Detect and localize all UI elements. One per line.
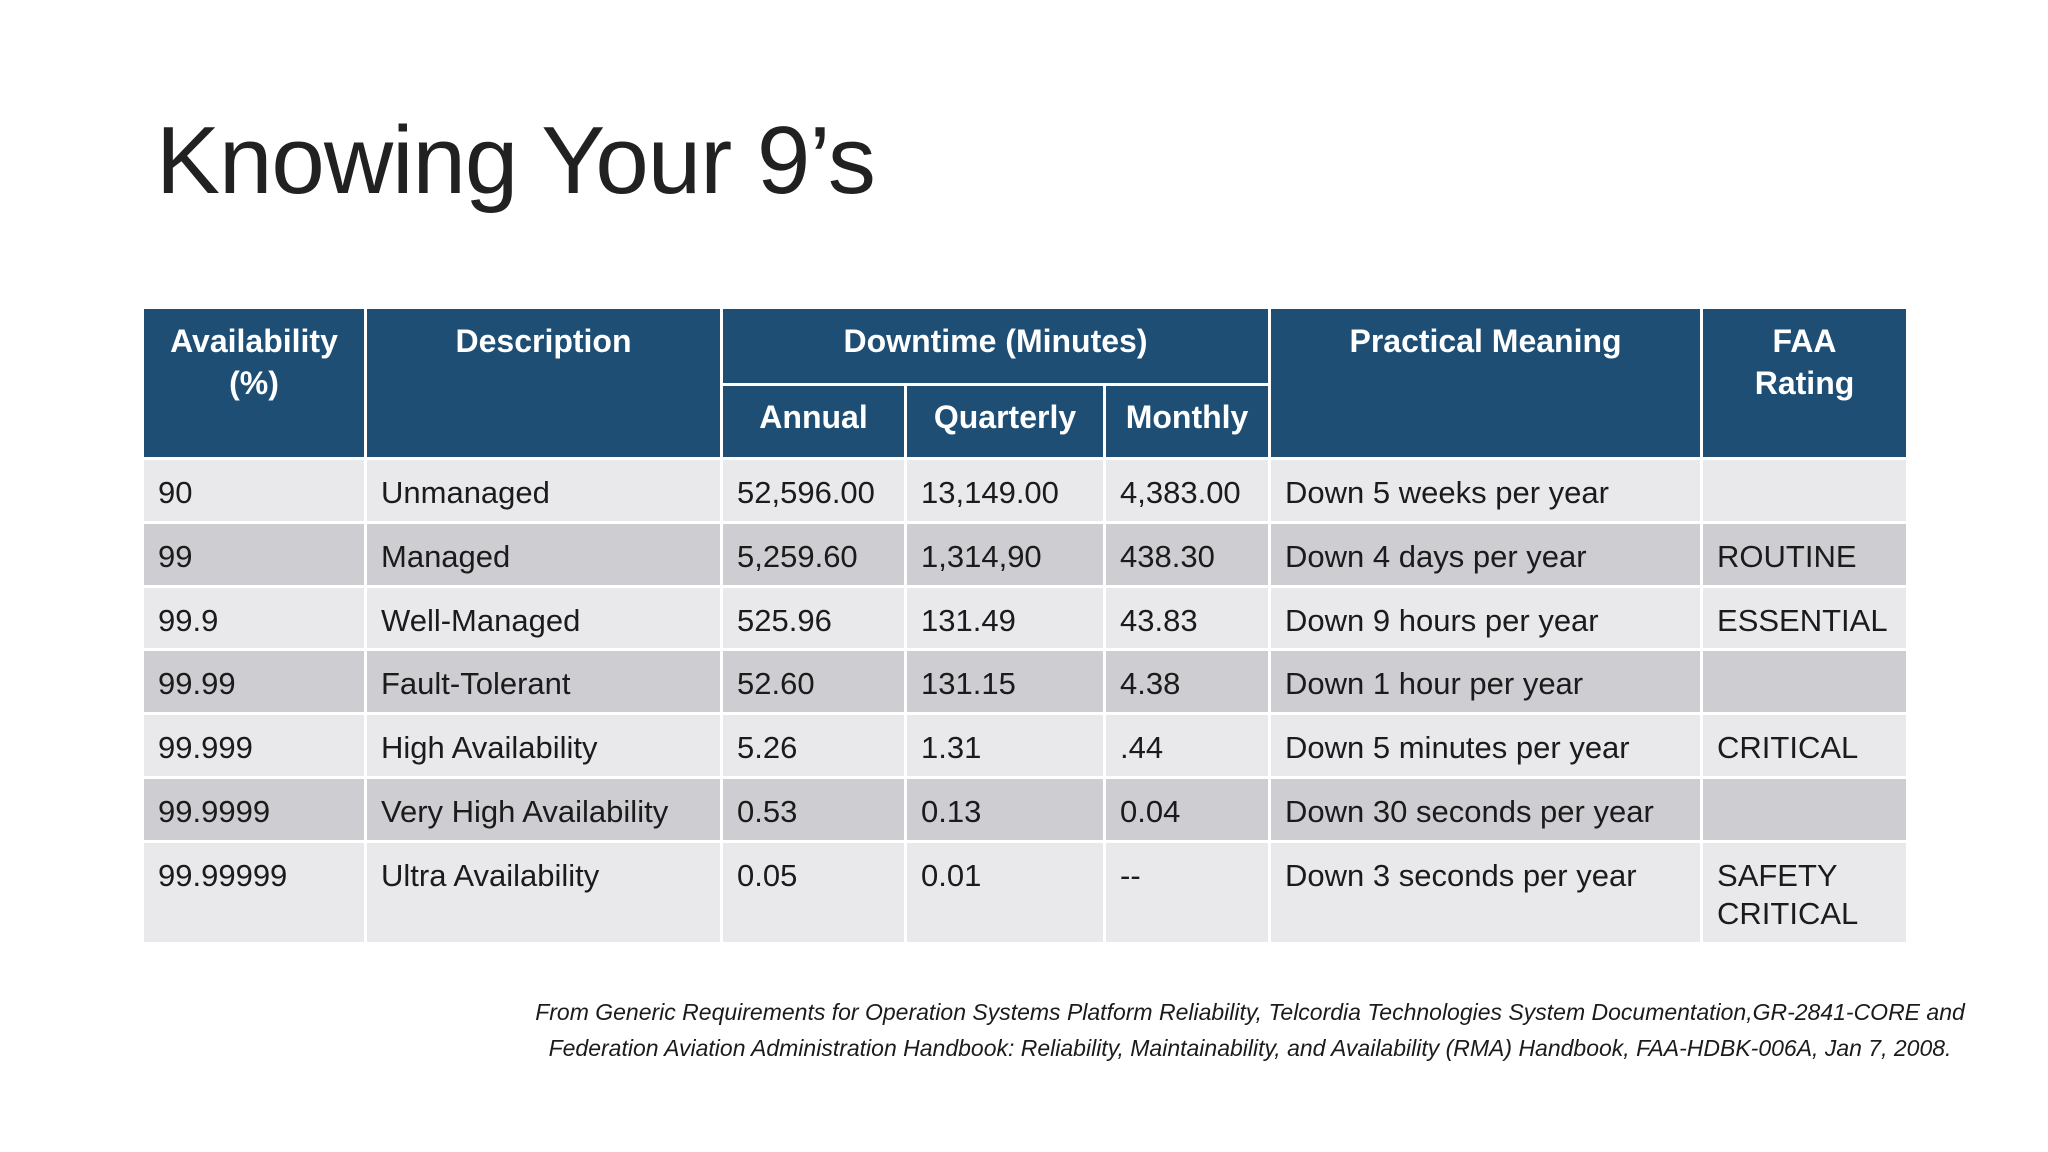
cell-annual: 52,596.00 xyxy=(720,457,907,524)
table-row: 99.9999 Very High Availability 0.53 0.13 0.0… xyxy=(141,775,1910,843)
header-monthly: Monthly xyxy=(1102,383,1272,460)
cell-annual: 5.26 xyxy=(720,712,907,779)
cell-practical: Down 4 days per year xyxy=(1268,520,1704,588)
header-description: Description xyxy=(364,306,723,460)
cell-monthly: 0.04 xyxy=(1102,775,1272,843)
citation-line-1: From Generic Requirements for Operation … xyxy=(535,999,1965,1025)
cell-practical: Down 30 seconds per year xyxy=(1268,775,1704,843)
cell-faa xyxy=(1700,457,1910,524)
cell-annual: 525.96 xyxy=(720,584,907,652)
cell-description: Unmanaged xyxy=(364,457,723,524)
table-body: 90 Unmanaged 52,596.00 13,149.00 4,383.00 Dow… xyxy=(141,457,1910,945)
cell-description: Very High Availability xyxy=(364,775,723,843)
cell-faa: SAFETY CRITICAL xyxy=(1700,839,1910,945)
cell-monthly: .44 xyxy=(1102,712,1272,779)
availability-table: Availability (%) Description Downtime (M… xyxy=(141,306,1910,945)
cell-practical: Down 9 hours per year xyxy=(1268,584,1704,652)
table-row: 90 Unmanaged 52,596.00 13,149.00 4,383.00 Dow… xyxy=(141,457,1910,524)
cell-practical: Down 5 minutes per year xyxy=(1268,712,1704,779)
source-citation: From Generic Requirements for Operation … xyxy=(455,995,2045,1066)
cell-annual: 0.05 xyxy=(720,839,907,945)
cell-monthly: 4.38 xyxy=(1102,648,1272,715)
header-practical-meaning: Practical Meaning xyxy=(1268,306,1704,460)
table-row: 99.999 High Availability 5.26 1.31.44 Down 5… xyxy=(141,712,1910,779)
availability-table-container: Availability (%) Description Downtime (M… xyxy=(141,306,1910,945)
table-row: 99 Managed 5,259.60 1,314,90 438.30 Down 4 da… xyxy=(141,520,1910,588)
cell-description: Ultra Availability xyxy=(364,839,723,945)
cell-availability: 90 xyxy=(141,457,367,524)
cell-quarterly: 0.13 xyxy=(904,775,1106,843)
cell-faa: CRITICAL xyxy=(1700,712,1910,779)
cell-practical: Down 5 weeks per year xyxy=(1268,457,1704,524)
cell-availability: 99 xyxy=(141,520,367,588)
header-annual: Annual xyxy=(720,383,907,460)
header-availability: Availability (%) xyxy=(141,306,367,460)
header-quarterly: Quarterly xyxy=(904,383,1106,460)
cell-description: Well-Managed xyxy=(364,584,723,652)
header-downtime-group: Downtime (Minutes) xyxy=(719,306,1272,386)
cell-monthly: 43.83 xyxy=(1102,584,1272,652)
cell-faa: ESSENTIAL xyxy=(1700,584,1910,652)
cell-quarterly: 131.49 xyxy=(904,584,1106,652)
cell-availability: 99.9999 xyxy=(141,775,367,843)
cell-faa: ROUTINE xyxy=(1700,520,1910,588)
cell-quarterly: 0.01 xyxy=(904,839,1106,945)
table-row: 99.99999 Ultra Availability 0.05 0.01 -- Down… xyxy=(141,839,1910,945)
cell-description: Fault-Tolerant xyxy=(364,648,723,715)
header-faa-rating: FAA Rating xyxy=(1700,306,1910,460)
cell-quarterly: 131.15 xyxy=(904,648,1106,715)
cell-monthly: -- xyxy=(1102,839,1272,945)
cell-description: High Availability xyxy=(364,712,723,779)
cell-quarterly: 1,314,90 xyxy=(904,520,1106,588)
cell-monthly: 4,383.00 xyxy=(1102,457,1272,524)
cell-quarterly: 1.31 xyxy=(904,712,1106,779)
cell-availability: 99.99 xyxy=(141,648,367,715)
table-header: Availability (%) Description Downtime (M… xyxy=(141,306,1910,460)
cell-practical: Down 3 seconds per year xyxy=(1268,839,1704,945)
cell-annual: 0.53 xyxy=(720,775,907,843)
cell-annual: 5,259.60 xyxy=(720,520,907,588)
cell-description: Managed xyxy=(364,520,723,588)
cell-monthly: 438.30 xyxy=(1102,520,1272,588)
cell-availability: 99.99999 xyxy=(141,839,367,945)
slide-title: Knowing Your 9’s xyxy=(156,107,876,214)
cell-faa xyxy=(1700,648,1910,715)
cell-annual: 52.60 xyxy=(720,648,907,715)
citation-line-2: Federation Aviation Administration Handb… xyxy=(548,1034,1952,1061)
table-row: 99.99 Fault-Tolerant 52.60 131.15 4.38 Down 1… xyxy=(141,648,1910,715)
cell-availability: 99.999 xyxy=(141,712,367,779)
cell-availability: 99.9 xyxy=(141,584,367,652)
cell-practical: Down 1 hour per year xyxy=(1268,648,1704,715)
cell-faa xyxy=(1700,775,1910,843)
table-row: 99.9 Well-Managed 525.96 131.49 43.83 Down 9 … xyxy=(141,584,1910,652)
cell-quarterly: 13,149.00 xyxy=(904,457,1106,524)
